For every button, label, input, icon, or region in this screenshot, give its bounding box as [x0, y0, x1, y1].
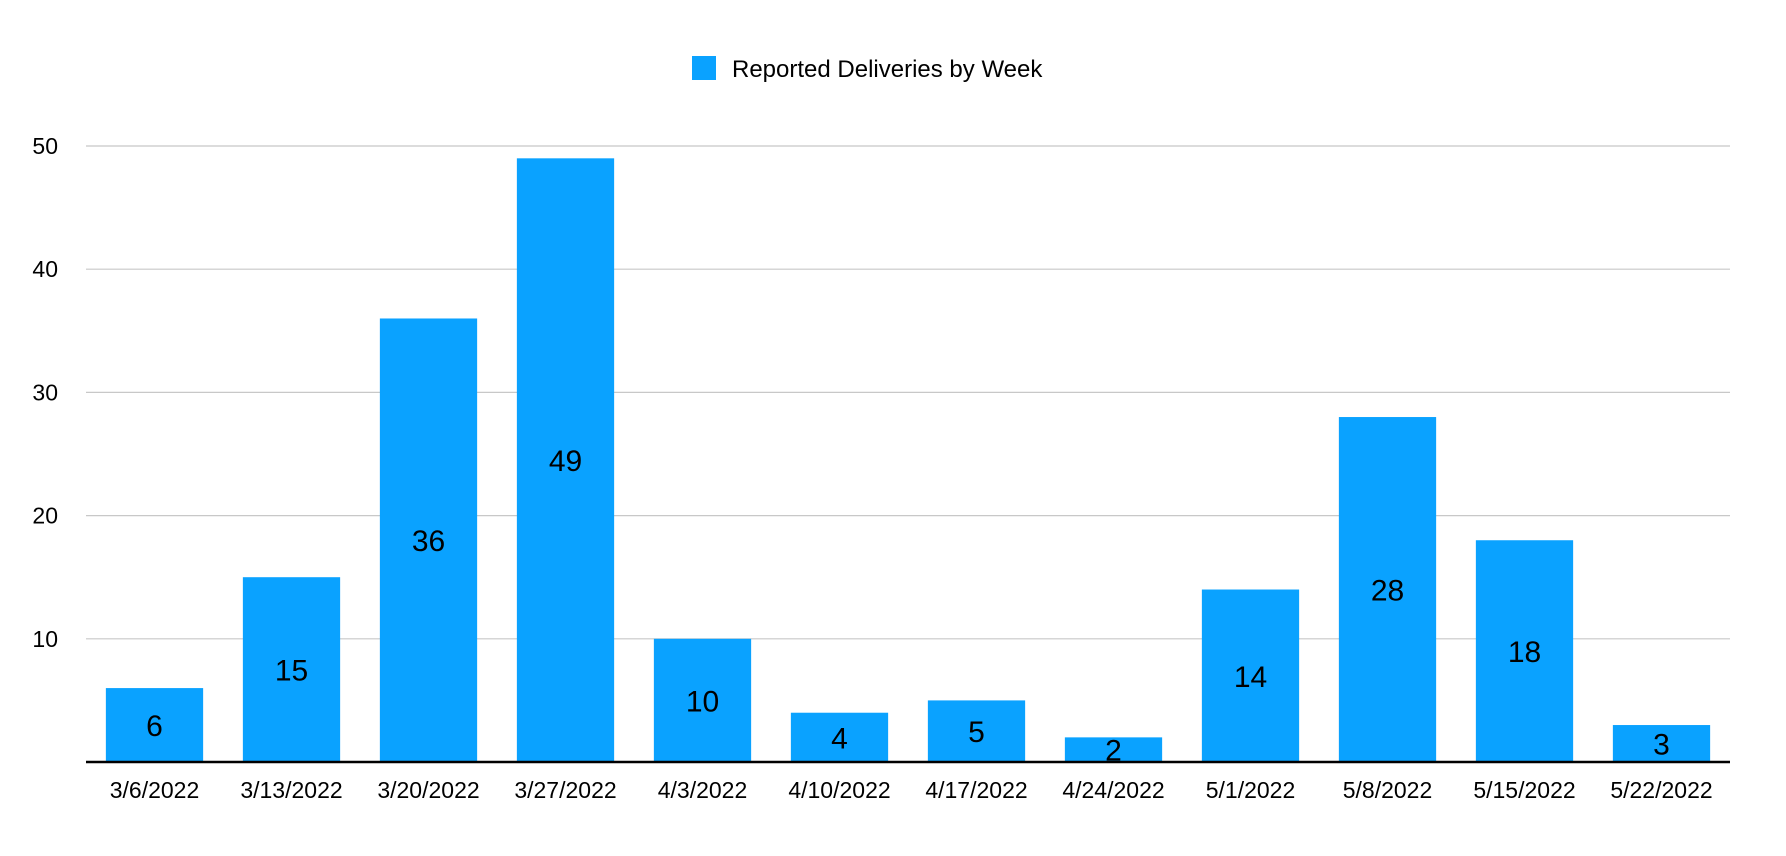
y-tick-label: 50 — [32, 133, 58, 159]
bar-value-label: 49 — [549, 445, 582, 478]
legend: Reported Deliveries by Week — [692, 56, 1043, 83]
bar-value-label: 3 — [1653, 729, 1670, 762]
bar — [105, 688, 204, 762]
bar — [1338, 417, 1437, 762]
legend-swatch — [692, 56, 716, 80]
bar-value-label: 14 — [1234, 661, 1267, 694]
bar-value-label: 28 — [1371, 575, 1404, 608]
bar — [653, 638, 752, 762]
y-tick-label: 10 — [32, 626, 58, 652]
bar-value-label: 10 — [686, 685, 719, 718]
data-labels: 6 15 36 49 10 4 5 2 14 28 18 3 — [146, 445, 1670, 768]
x-tick-label: 4/10/2022 — [788, 777, 890, 803]
y-tick-label: 20 — [32, 503, 58, 529]
bar — [927, 700, 1026, 762]
bar — [1064, 737, 1163, 762]
bar-value-label: 18 — [1508, 636, 1541, 669]
bar — [1612, 725, 1711, 762]
bar-value-label: 2 — [1105, 735, 1122, 768]
x-tick-label: 4/24/2022 — [1062, 777, 1164, 803]
x-tick-label: 4/3/2022 — [658, 777, 748, 803]
bar-value-label: 36 — [412, 525, 445, 558]
x-tick-label: 3/13/2022 — [240, 777, 342, 803]
bar — [1475, 540, 1574, 762]
y-tick-label: 30 — [32, 379, 58, 405]
bar-value-label: 4 — [831, 722, 848, 755]
bar — [1201, 589, 1300, 762]
y-tick-label: 40 — [32, 256, 58, 282]
x-tick-label: 3/20/2022 — [377, 777, 479, 803]
bar-value-label: 5 — [968, 716, 985, 749]
bar — [790, 712, 889, 762]
bar — [516, 158, 615, 762]
x-tick-label: 3/6/2022 — [110, 777, 200, 803]
bar — [379, 318, 478, 762]
x-tick-label: 5/15/2022 — [1473, 777, 1575, 803]
bar-value-label: 15 — [275, 655, 308, 688]
bar-value-label: 6 — [146, 710, 163, 743]
legend-label: Reported Deliveries by Week — [732, 56, 1043, 83]
y-axis: 10 20 30 40 50 — [32, 133, 58, 652]
x-tick-label: 5/1/2022 — [1206, 777, 1296, 803]
x-tick-label: 4/17/2022 — [925, 777, 1027, 803]
x-tick-label: 5/8/2022 — [1343, 777, 1433, 803]
grid-lines — [86, 145, 1730, 640]
bars — [105, 158, 1711, 762]
x-tick-label: 3/27/2022 — [514, 777, 616, 803]
bar — [242, 577, 341, 762]
x-axis: 3/6/2022 3/13/2022 3/20/2022 3/27/2022 4/3/2… — [86, 760, 1730, 803]
x-tick-label: 5/22/2022 — [1610, 777, 1712, 803]
